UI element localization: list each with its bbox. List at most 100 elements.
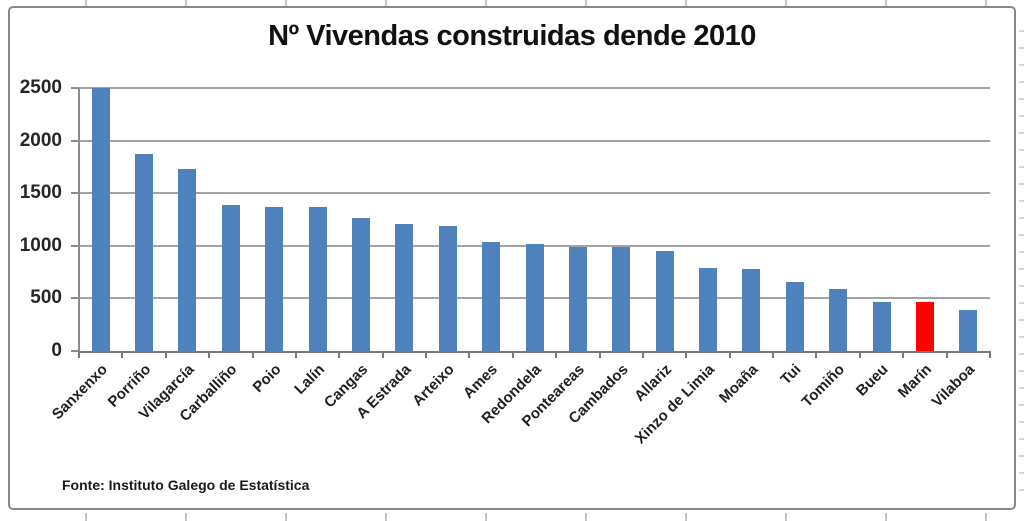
x-axis-tick xyxy=(641,353,644,358)
y-axis-label: 2000 xyxy=(19,129,62,151)
spreadsheet-grid-tick xyxy=(1019,200,1024,202)
spreadsheet-grid-tick xyxy=(1019,319,1024,321)
spreadsheet-grid-tick xyxy=(1019,64,1024,66)
spreadsheet-grid-tick xyxy=(685,0,687,6)
x-axis-tick xyxy=(945,353,948,358)
source-note: Fonte: Instituto Galego de Estatística xyxy=(62,477,310,493)
spreadsheet-grid-tick xyxy=(385,513,387,521)
bar-lalin xyxy=(308,206,327,351)
bar-vilagarcia xyxy=(178,169,197,351)
bar-moana xyxy=(742,268,761,351)
bar-ames xyxy=(482,242,501,351)
spreadsheet-grid-tick xyxy=(1019,421,1024,423)
bar-porrino xyxy=(135,154,154,351)
y-axis-tick xyxy=(71,350,79,352)
y-axis-label: 1500 xyxy=(19,182,62,204)
y-axis-tick xyxy=(71,87,79,89)
bar-ponteareas xyxy=(568,247,587,351)
spreadsheet-grid-tick xyxy=(1019,98,1024,100)
x-axis xyxy=(78,351,991,353)
x-axis-tick xyxy=(381,353,384,358)
x-axis-tick xyxy=(511,353,514,358)
spreadsheet-grid-tick xyxy=(1019,438,1024,440)
x-axis-tick xyxy=(772,353,775,358)
bar-poio xyxy=(265,206,284,351)
spreadsheet-grid-tick xyxy=(285,513,287,521)
y-axis-tick xyxy=(71,192,79,195)
x-axis-tick xyxy=(251,353,254,358)
spreadsheet-grid-tick xyxy=(1019,234,1024,236)
spreadsheet-grid-tick xyxy=(785,513,787,521)
spreadsheet-grid-tick xyxy=(1019,132,1024,134)
spreadsheet-grid-tick xyxy=(385,0,387,6)
spreadsheet-grid-tick xyxy=(1019,353,1024,355)
bar-tomino xyxy=(829,288,848,351)
spreadsheet-grid-tick xyxy=(885,0,887,6)
y-axis-label: 0 xyxy=(51,340,62,361)
spreadsheet-grid-tick xyxy=(1019,455,1024,457)
spreadsheet-grid-tick xyxy=(1019,47,1024,49)
spreadsheet-grid-tick xyxy=(285,0,287,6)
spreadsheet-grid-tick xyxy=(1019,217,1024,219)
y-axis-tick xyxy=(71,244,79,247)
x-axis-tick xyxy=(164,353,167,358)
gridline-1500 xyxy=(79,192,990,195)
y-axis-tick xyxy=(71,139,79,142)
spreadsheet-grid-tick xyxy=(1019,302,1024,304)
y-axis xyxy=(78,88,80,351)
y-axis-tick xyxy=(71,297,79,300)
y-axis-label: 500 xyxy=(30,287,62,309)
spreadsheet-grid-tick xyxy=(1019,370,1024,372)
bar-allariz xyxy=(655,250,674,351)
bar-cambados xyxy=(612,247,631,351)
bar-bueu xyxy=(872,302,891,351)
x-axis-tick xyxy=(78,353,80,358)
bar-a-estrada xyxy=(395,223,414,351)
bar-cangas xyxy=(351,217,370,351)
spreadsheet-grid-tick xyxy=(1019,336,1024,338)
spreadsheet-grid-tick xyxy=(185,0,187,6)
spreadsheet-grid-tick xyxy=(485,513,487,521)
spreadsheet-grid-tick xyxy=(1019,251,1024,253)
spreadsheet-grid-tick xyxy=(1019,30,1024,32)
x-axis-tick xyxy=(555,353,558,358)
gridline-2500 xyxy=(79,87,990,89)
spreadsheet-grid-tick xyxy=(485,0,487,6)
spreadsheet-grid-tick xyxy=(1019,115,1024,117)
x-axis-tick xyxy=(815,353,818,358)
spreadsheet-grid-tick xyxy=(1019,285,1024,287)
spreadsheet-grid-tick xyxy=(885,513,887,521)
spreadsheet-grid-tick xyxy=(1019,472,1024,474)
y-axis-label: 2500 xyxy=(19,77,62,98)
spreadsheet-grid-tick xyxy=(985,0,987,6)
bar-arteixo xyxy=(438,225,457,351)
bar-xinzo-de-limia xyxy=(699,267,718,351)
x-axis-tick xyxy=(989,353,991,358)
spreadsheet-grid-tick xyxy=(1019,268,1024,270)
bar-marin xyxy=(915,301,934,351)
spreadsheet-grid-tick xyxy=(1019,166,1024,168)
x-axis-tick xyxy=(902,353,905,358)
spreadsheet-grid-tick xyxy=(85,0,87,6)
spreadsheet-grid-tick xyxy=(685,513,687,521)
bar-vilaboa xyxy=(959,309,978,351)
x-axis-tick xyxy=(208,353,211,358)
spreadsheet-grid-tick xyxy=(85,513,87,521)
spreadsheet-grid-tick xyxy=(185,513,187,521)
spreadsheet-grid-tick xyxy=(585,0,587,6)
bar-sanxenxo xyxy=(91,88,110,351)
x-axis-tick xyxy=(468,353,471,358)
spreadsheet-grid-tick xyxy=(1019,387,1024,389)
bar-redondela xyxy=(525,243,544,351)
spreadsheet-grid-tick xyxy=(1019,149,1024,151)
x-axis-tick xyxy=(685,353,688,358)
spreadsheet-grid-tick xyxy=(985,513,987,521)
chart-frame xyxy=(8,6,1016,510)
spreadsheet-grid-tick xyxy=(1019,183,1024,185)
spreadsheet-grid-tick xyxy=(1019,489,1024,491)
x-axis-tick xyxy=(728,353,731,358)
bar-carballino xyxy=(221,204,240,351)
gridline-2000 xyxy=(79,139,990,142)
spreadsheet-grid-tick xyxy=(785,0,787,6)
